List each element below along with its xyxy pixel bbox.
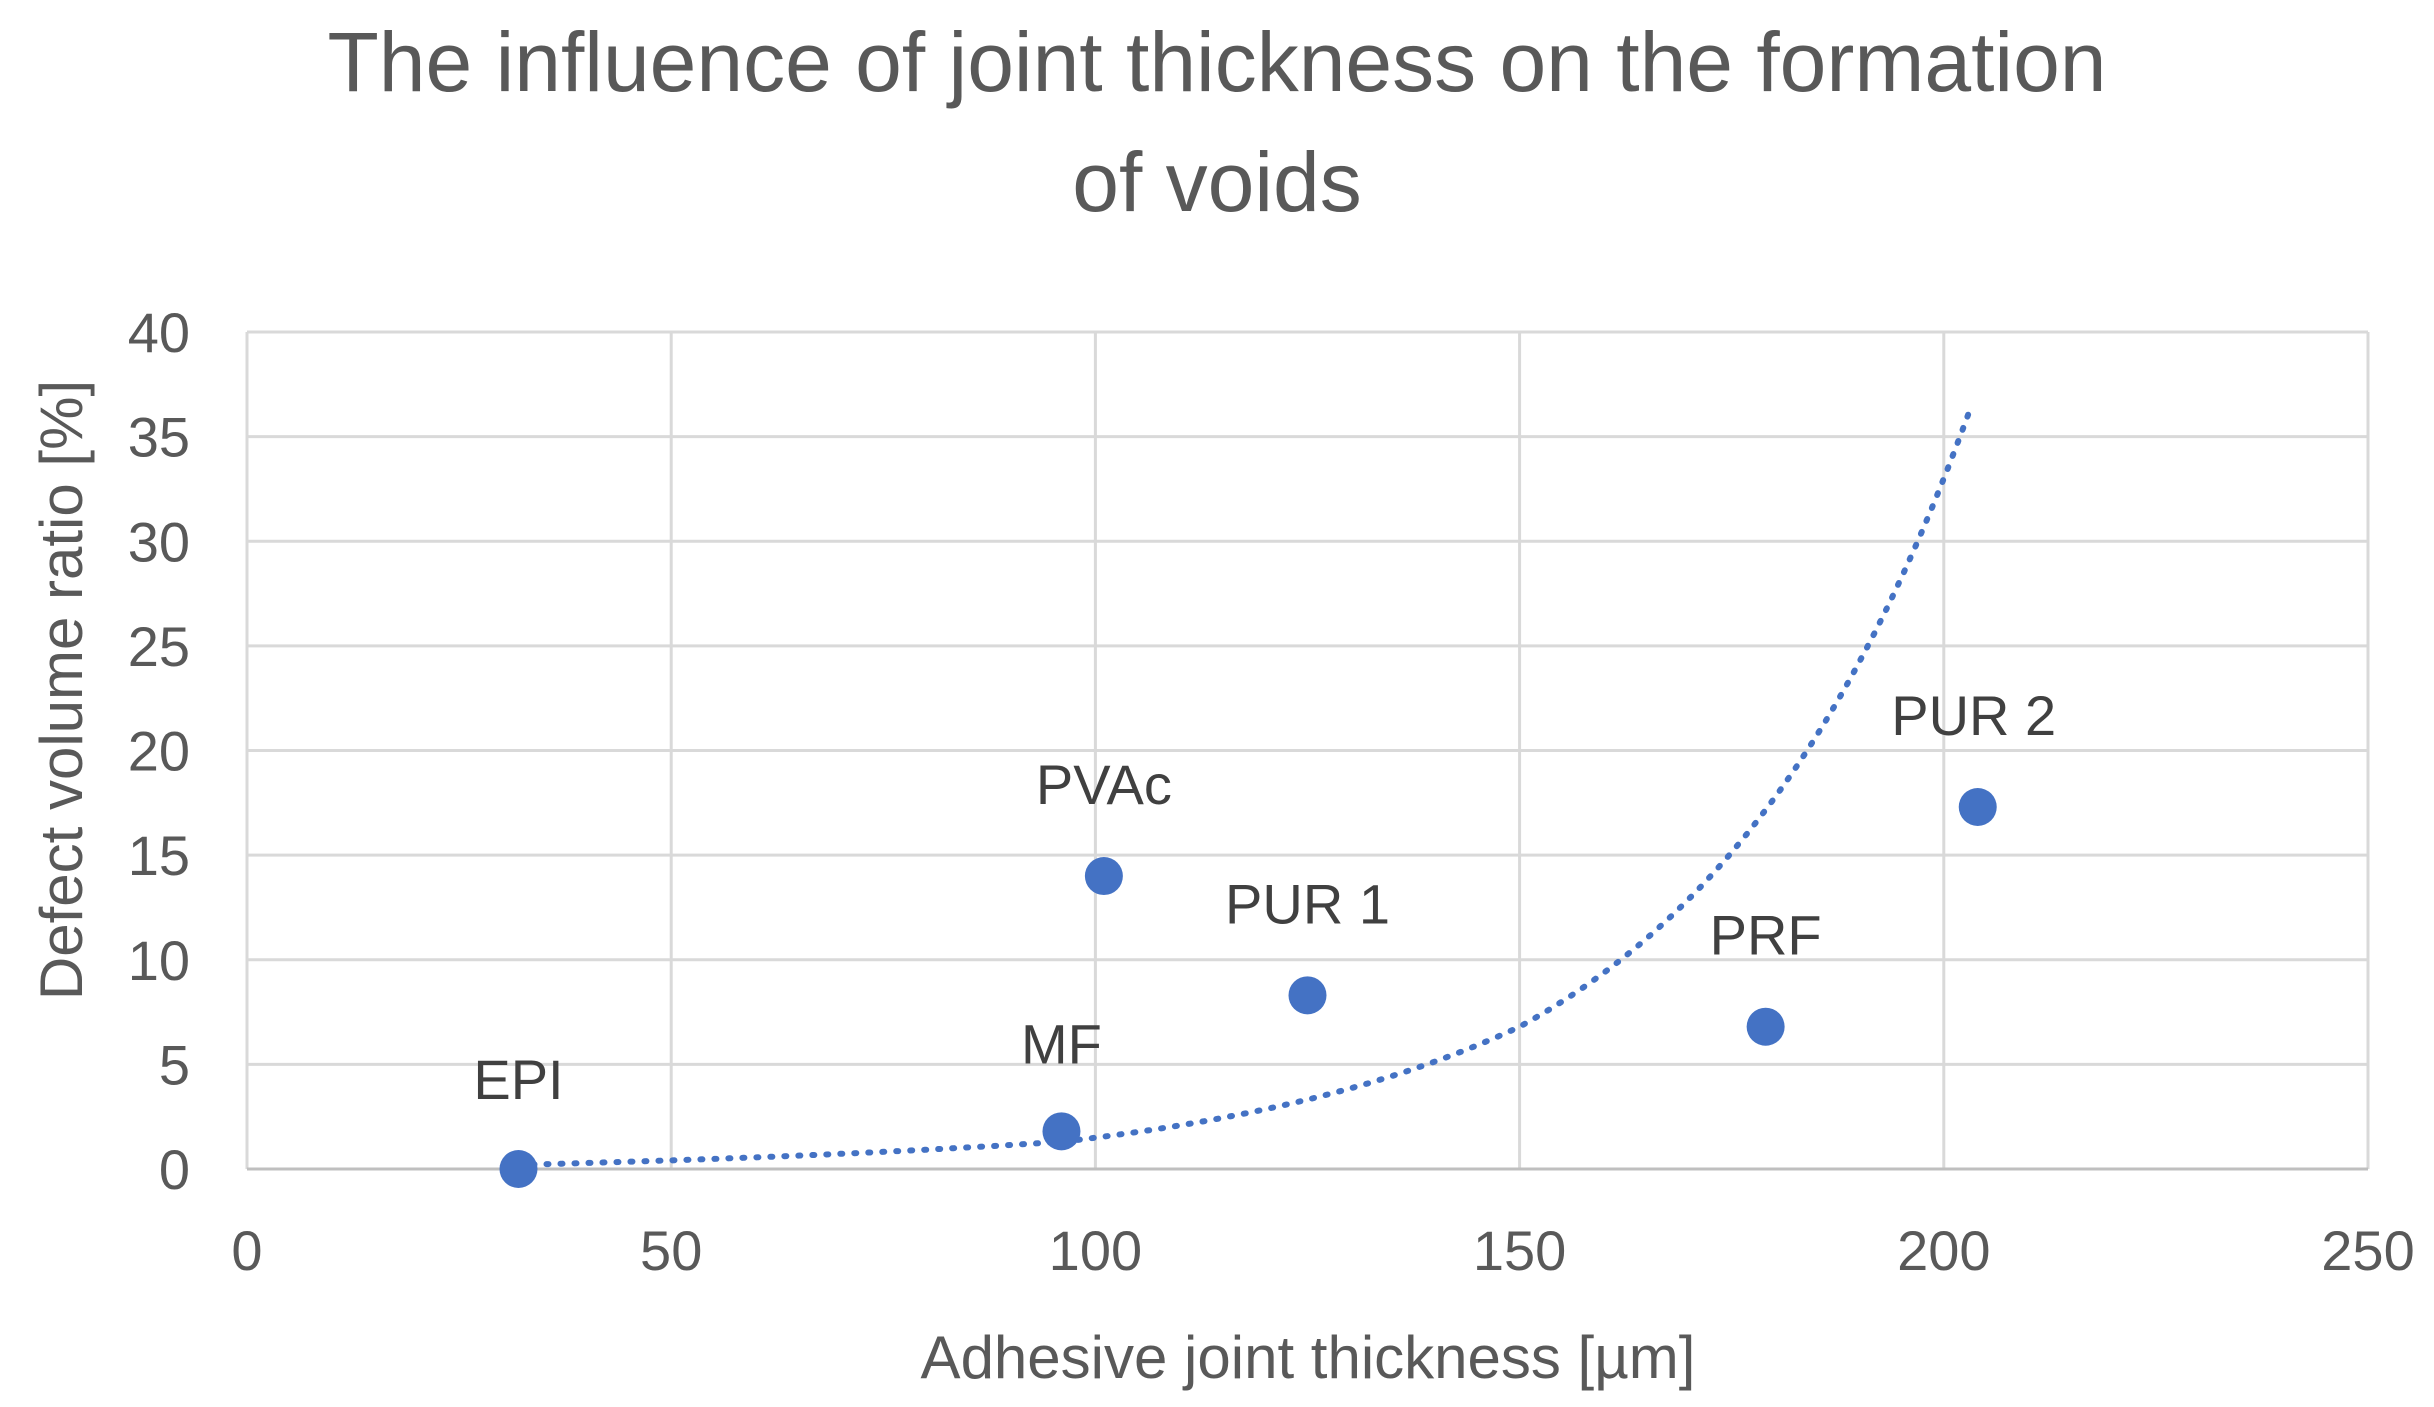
y-tick-label: 30 [128, 510, 190, 573]
x-tick-label: 150 [1473, 1219, 1566, 1282]
data-point-mf [1042, 1112, 1081, 1151]
trendline-curve [515, 408, 1973, 1168]
data-label: PVAc [1036, 753, 1172, 816]
trendline [515, 408, 1973, 1168]
axes: 0 5 10 15 20 25 30 35 40 0 50 100 150 200 250 [128, 301, 2415, 1282]
x-tick-label: 0 [231, 1219, 262, 1282]
x-tick-label: 50 [640, 1219, 702, 1282]
data-label: PRF [1710, 904, 1822, 967]
y-tick-label: 0 [159, 1138, 190, 1201]
x-tick-label: 200 [1897, 1219, 1990, 1282]
data-label: MF [1021, 1012, 1102, 1075]
data-point-pur-2 [1958, 787, 1997, 826]
data-labels: EPI MF PVAc PUR 1 PRF PUR 2 [473, 684, 2056, 1111]
x-tick-label: 100 [1049, 1219, 1142, 1282]
data-point-prf [1746, 1007, 1785, 1046]
data-points [499, 787, 1997, 1188]
chart-title-line-2: of voids [1072, 135, 1362, 229]
data-point-pur-1 [1288, 976, 1327, 1015]
y-tick-label: 25 [128, 615, 190, 678]
gridlines [245, 330, 2370, 1171]
y-tick-label: 40 [128, 301, 190, 364]
data-point-epi [499, 1150, 538, 1188]
y-axis-title: Defect volume ratio [%] [28, 380, 95, 1000]
y-tick-label: 5 [159, 1033, 190, 1096]
y-tick-label: 15 [128, 824, 190, 887]
data-point-pvac [1084, 857, 1123, 896]
data-label: PUR 2 [1891, 684, 2056, 747]
y-tick-label: 35 [128, 406, 190, 469]
x-axis-title: Adhesive joint thickness [µm] [921, 1324, 1696, 1391]
data-label: PUR 1 [1225, 872, 1390, 935]
y-tick-label: 10 [128, 929, 190, 992]
chart-title-line-1: The influence of joint thickness on the … [327, 15, 2107, 109]
data-label: EPI [473, 1048, 563, 1111]
y-tick-label: 20 [128, 720, 190, 783]
x-tick-label: 250 [2321, 1219, 2414, 1282]
